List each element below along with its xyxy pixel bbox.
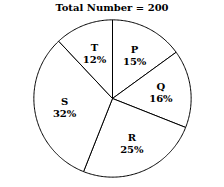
svg-text:R25%: R25% [120, 132, 144, 155]
svg-text:S32%: S32% [53, 96, 77, 119]
svg-text:Q16%: Q16% [149, 81, 173, 104]
svg-text:T12%: T12% [83, 42, 107, 65]
html-text:Total Number = 200: Total Number = 200 [55, 2, 169, 13]
svg-text:P15%: P15% [123, 44, 147, 67]
